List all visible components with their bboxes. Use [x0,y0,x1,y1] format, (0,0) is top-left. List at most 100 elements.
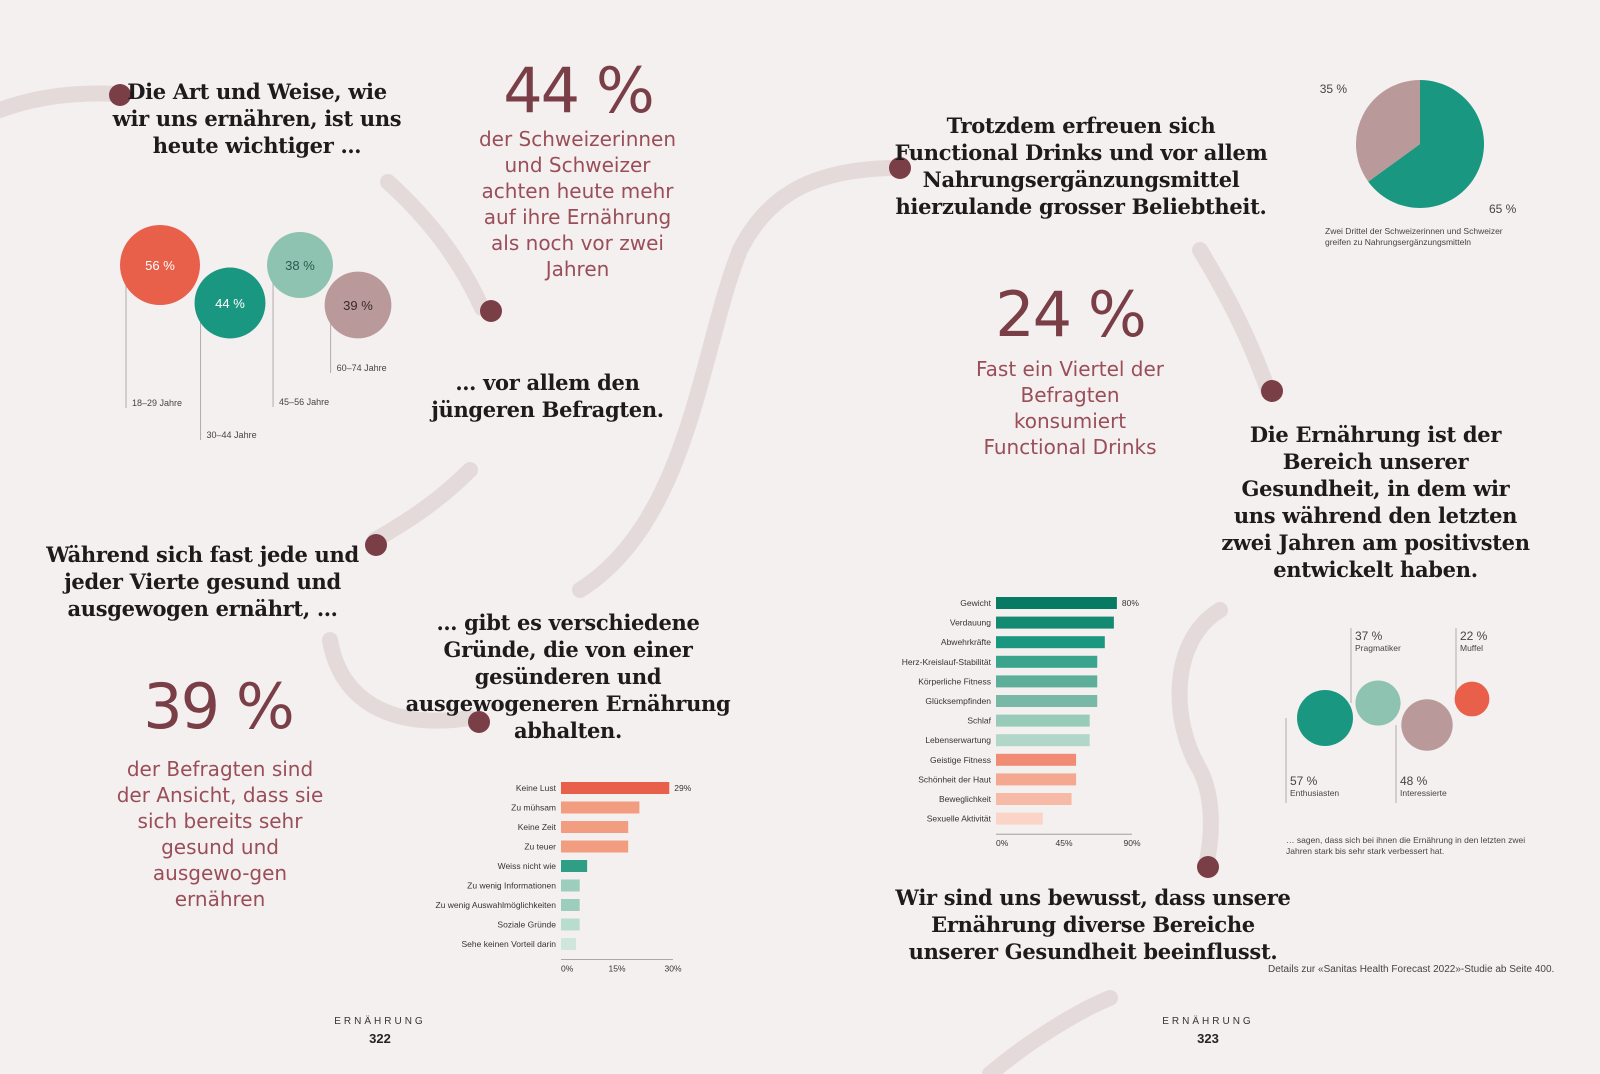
bar [996,753,1077,766]
bar-category-label: Gewicht [960,598,991,608]
bubble-category-label: 18–29 Jahre [132,398,182,408]
heading-5: Trotzdem erfreuen sich Functional Drinks… [894,113,1268,219]
bar-category-label: Abwehrkräfte [941,637,991,647]
bar [996,714,1090,727]
bar [996,597,1117,609]
stat-39-number: 39 % [143,670,295,743]
bar [996,695,1098,707]
bar [561,821,629,833]
bar-category-label: Geistige Fitness [930,755,991,765]
stat-24-number: 24 % [995,278,1147,351]
bar-category-label: Zu teuer [524,842,556,852]
bar [561,782,670,794]
pie-slice-label: 65 % [1489,202,1517,216]
bubble-category-label: 30–44 Jahre [207,430,257,440]
bar [996,616,1114,629]
footer-page-left: 322 [369,1031,391,1046]
bubble-2 [194,267,266,339]
bar [561,938,576,950]
bar-category-label: Glücksempfinden [925,696,991,706]
bubble-1 [1297,690,1353,746]
bubble-value-label: 38 % [285,258,315,273]
bar-category-label: Sexuelle Aktivität [927,814,992,824]
bubble-value-label: 44 % [215,296,245,311]
footer-section-right: ERNÄHRUNG [1162,1016,1254,1027]
marker-dot [1261,380,1283,402]
bubble-category-label: Enthusiasten [1290,788,1339,798]
bar [996,793,1072,805]
bar-category-label: Schönheit der Haut [918,774,991,784]
bar-category-label: Zu wenig Informationen [467,881,556,891]
heading-6: Die Ernährung ist der Bereich unserer Ge… [1221,422,1530,582]
bar [996,655,1098,668]
bubble-1 [120,225,200,305]
bubble-category-label: Pragmatiker [1355,643,1401,653]
bar [996,675,1098,688]
bar [996,734,1090,747]
bar [996,773,1077,786]
bar-value-label: 80% [1122,598,1139,608]
pie-slice-label: 35 % [1320,82,1348,96]
bar [996,636,1105,649]
heading-3: Während sich fast jede und jeder Vierte … [46,542,359,621]
bubble-value-label: 39 % [343,298,373,313]
pie-caption: Zwei Drittel der Schweizerinnen und Schw… [1325,226,1503,247]
bar [561,840,629,853]
marker-dot [365,534,387,556]
marker-dot [889,157,911,179]
stat-24-text: Fast ein Viertel der Befragten konsumier… [975,357,1165,459]
bar [561,879,580,892]
heading-1: Die Art und Weise, wie wir uns ernähren,… [112,79,402,158]
bubble-category-label: Interessierte [1400,788,1447,798]
bubble-category-label: 60–74 Jahre [337,363,387,373]
bar-category-label: Beweglichkeit [939,794,992,804]
bar-category-label: Zu wenig Auswahlmöglichkeiten [436,900,557,910]
bar-category-label: Zu mühsam [511,803,556,813]
footer-page-right: 323 [1197,1031,1219,1046]
x-tick-label: 15% [608,964,625,974]
bar-category-label: Schlaf [967,716,991,726]
bubble-value-label: 37 % [1355,629,1383,643]
bubble-3 [1401,699,1453,751]
marker-dot [1197,856,1219,878]
x-tick-label: 0% [996,838,1009,848]
bubble-value-label: 57 % [1290,774,1318,788]
bar-category-label: Verdauung [950,618,991,628]
bubble-value-label: 56 % [145,258,175,273]
bar-category-label: Sehe keinen Vorteil darin [461,939,556,949]
bubble-value-label: 48 % [1400,774,1428,788]
marker-dot [109,84,131,106]
bar-category-label: Keine Zeit [518,822,557,832]
x-tick-label: 0% [561,964,574,974]
bar-category-label: Weiss nicht wie [498,861,557,871]
types-bubble-chart: 57 %Enthusiasten 37 %Pragmatiker 48 %Inter… [1285,628,1490,803]
bar [996,812,1043,825]
footer-section-left: ERNÄHRUNG [334,1016,426,1027]
stat-39-text: der Befragten sind der Ansicht, dass sie… [116,757,324,911]
heading-7: Wir sind uns bewusst, dass unsere Ernähr… [895,885,1291,964]
bar-category-label: Lebenserwartung [925,735,991,745]
heading-2: … vor allem den jüngeren Befragten. [431,370,664,422]
bubble-category-label: Muffel [1460,643,1483,653]
pie-slice [1368,80,1484,209]
bubble-category-label: 45–56 Jahre [279,397,329,407]
bar [561,801,640,814]
x-tick-label: 30% [664,964,681,974]
types-caption: … sagen, dass sich bei ihnen die Ernähru… [1286,835,1526,856]
bar-category-label: Soziale Gründe [497,920,556,930]
bubble-3 [267,232,333,298]
stat-44-number: 44 % [503,54,655,127]
bubble-value-label: 22 % [1460,629,1488,643]
bar-category-label: Keine Lust [516,783,557,793]
bubble-4 [1454,681,1490,717]
marker-dot [480,300,502,322]
bar-category-label: Körperliche Fitness [918,676,991,686]
bar [561,918,580,931]
bar [561,860,588,872]
reasons-bar-chart: Keine Lust 29% Zu mühsam Keine Zeit Zu teuer… [436,782,692,974]
health-areas-bar-chart: Gewicht 80% Verdauung Abwehrkräfte Herz-Krei… [902,597,1141,848]
pie-slice [1356,80,1420,182]
x-tick-label: 45% [1055,838,1072,848]
stat-44-text: der Schweizerinnen und Schweizer achten … [478,127,677,281]
